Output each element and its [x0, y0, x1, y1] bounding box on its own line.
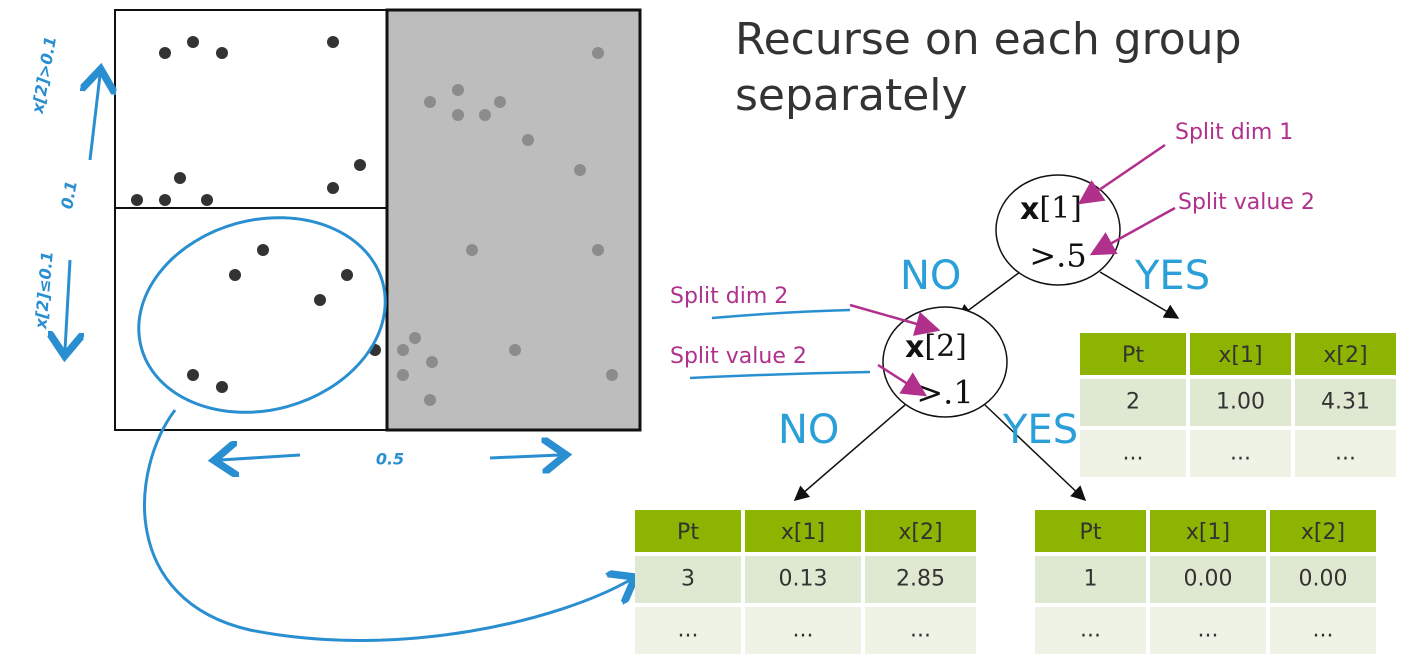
table-cell-text: 4.31 — [1321, 390, 1370, 415]
node-label: x[1] — [1020, 191, 1082, 227]
table-header-cell — [1080, 333, 1186, 375]
table-header-cell — [1190, 333, 1291, 375]
edge-label: YES — [1002, 407, 1078, 453]
table-cell — [1295, 430, 1396, 477]
table-cell — [1190, 430, 1291, 477]
edge-label: NO — [900, 253, 961, 299]
underlines — [689, 308, 871, 380]
table-cell-text: ... — [910, 618, 931, 643]
node-test: >.1 — [916, 374, 973, 412]
table-header-cell — [635, 510, 741, 552]
table-cell-text: ... — [1335, 441, 1356, 466]
edge-label: NO — [778, 407, 839, 453]
table-cell — [1270, 607, 1376, 654]
title: Recurse on each group — [735, 14, 1242, 65]
annotation: Split dim 1 — [1175, 120, 1293, 145]
table-cell — [635, 607, 741, 654]
node-var: x — [1020, 192, 1039, 227]
edge-label: YES — [1134, 253, 1210, 299]
table-header-cell — [1270, 510, 1376, 552]
node-index: [2] — [924, 329, 967, 364]
table-header-cell — [1150, 510, 1266, 552]
table-cell — [635, 556, 741, 603]
handwriting — [65, 75, 630, 642]
table-header-text: x[2] — [1323, 343, 1367, 368]
hand-label: x[2]≤0.1 — [31, 250, 57, 330]
table-cell-text: ... — [678, 618, 699, 643]
hand-label: 0.5 — [376, 450, 404, 469]
annotation: Split value 2 — [670, 344, 807, 369]
title: separately — [735, 70, 968, 121]
table-cell — [1270, 556, 1376, 603]
table-cell-text: ... — [793, 618, 814, 643]
table-header-cell — [745, 510, 861, 552]
table-header-text: x[1] — [1186, 520, 1230, 545]
table-cell — [745, 607, 861, 654]
table-header-cell — [1035, 510, 1146, 552]
table-header-text: Pt — [1080, 520, 1102, 545]
node-test: >.5 — [1029, 237, 1086, 275]
table-cell-text: 2 — [1126, 390, 1140, 415]
table-header-cell — [865, 510, 976, 552]
table-cell-text: 3 — [681, 567, 695, 592]
table-cell-text: ... — [1080, 618, 1101, 643]
table-cell — [1035, 556, 1146, 603]
table-header-text: x[2] — [898, 520, 942, 545]
table-cell — [865, 607, 976, 654]
annotation: Split value 2 — [1178, 190, 1315, 215]
table-cell-text: 0.13 — [779, 567, 828, 592]
table-header-text: Pt — [1122, 343, 1144, 368]
table-header-cell — [1295, 333, 1396, 375]
table-header-text: x[1] — [781, 520, 825, 545]
table-cell-text: ... — [1198, 618, 1219, 643]
table-cell-text: ... — [1123, 441, 1144, 466]
table-cell-text: ... — [1230, 441, 1251, 466]
tree-edges — [793, 271, 1180, 502]
table-cell — [1150, 556, 1266, 603]
hand-label: x[2]>0.1 — [28, 35, 60, 116]
table-cell-text: 0.00 — [1299, 567, 1348, 592]
table-header-text: x[2] — [1301, 520, 1345, 545]
table-cell — [745, 556, 861, 603]
annotation: Split dim 2 — [670, 284, 788, 309]
table-cell — [865, 556, 976, 603]
table-cell-text: 1 — [1084, 567, 1098, 592]
table-cell — [1080, 430, 1186, 477]
table-cell — [1190, 379, 1291, 426]
table-cell — [1150, 607, 1266, 654]
table-cell-text: 0.00 — [1184, 567, 1233, 592]
scatter-plot — [114, 8, 642, 432]
table-cell — [1295, 379, 1396, 426]
table-cell-text: ... — [1313, 618, 1334, 643]
table-cell — [1080, 379, 1186, 426]
table-cell-text: 2.85 — [896, 567, 945, 592]
hand-label: 0.1 — [57, 179, 81, 210]
table-cell-text: 1.00 — [1216, 390, 1265, 415]
table-cell — [1035, 607, 1146, 654]
node-var: x — [905, 330, 924, 365]
node-index: [1] — [1039, 191, 1082, 226]
table-header-text: x[1] — [1218, 343, 1262, 368]
node-label: x[2] — [905, 329, 967, 365]
table-header-text: Pt — [677, 520, 699, 545]
tables: Pt 2... x[1] 1.00... x[2] 4.31... Pt 3... x[1] 0.… — [635, 333, 1396, 654]
annotation-arrows — [849, 143, 1176, 397]
